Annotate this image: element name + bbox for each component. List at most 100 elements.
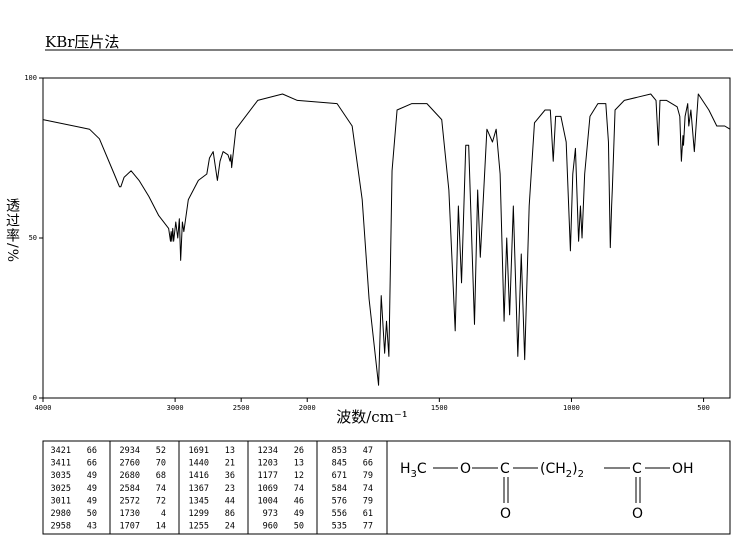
peak-transmittance: 49 [294, 509, 304, 519]
peak-wavenumber: 1004 [258, 496, 278, 506]
y-tick-label: 100 [24, 74, 37, 82]
spectrum-line [42, 93, 731, 386]
peak-transmittance: 77 [363, 522, 373, 532]
peak-wavenumber: 535 [332, 522, 347, 532]
plot-frame [42, 77, 731, 399]
peak-transmittance: 66 [87, 446, 97, 456]
peak-transmittance: 50 [87, 509, 97, 519]
peak-transmittance: 49 [87, 484, 97, 494]
peak-transmittance: 68 [156, 471, 166, 481]
atom: H [400, 461, 411, 477]
peak-transmittance: 13 [225, 446, 235, 456]
peak-wavenumber: 973 [263, 509, 278, 519]
peak-transmittance: 66 [87, 459, 97, 469]
peak-wavenumber: 3011 [51, 496, 71, 506]
subscript: 2 [566, 469, 572, 480]
atom: H3C [400, 461, 427, 480]
group-text: ) [572, 461, 577, 477]
peak-transmittance: 21 [225, 459, 235, 469]
peak-wavenumber: 1440 [189, 459, 209, 469]
peak-transmittance: 49 [87, 496, 97, 506]
peak-transmittance: 74 [363, 484, 373, 494]
peak-wavenumber: 1255 [189, 522, 209, 532]
subscript: 2 [578, 469, 584, 480]
peak-transmittance: 50 [294, 522, 304, 532]
group-text: (CH [540, 461, 566, 477]
peak-wavenumber: 2958 [51, 522, 71, 532]
peak-wavenumber: 845 [332, 459, 347, 469]
peak-transmittance: 14 [156, 522, 166, 532]
peak-wavenumber: 2760 [120, 459, 140, 469]
peak-wavenumber: 1691 [189, 446, 209, 456]
peak-wavenumber: 2680 [120, 471, 140, 481]
y-axis-label: 透过率/% [4, 198, 20, 264]
x-tick-label: 1000 [563, 404, 580, 412]
peak-transmittance: 26 [294, 446, 304, 456]
title: KBr压片法 [45, 33, 119, 51]
peak-wavenumber: 576 [332, 496, 347, 506]
peak-transmittance: 49 [87, 471, 97, 481]
peak-transmittance: 24 [225, 522, 235, 532]
peak-transmittance: 12 [294, 471, 304, 481]
peak-transmittance: 61 [363, 509, 373, 519]
peak-transmittance: 4 [161, 509, 166, 519]
peak-wavenumber: 1707 [120, 522, 140, 532]
peak-wavenumber: 2584 [120, 484, 140, 494]
peak-wavenumber: 2572 [120, 496, 140, 506]
x-axis-label: 波数/cm⁻¹ [336, 408, 408, 426]
x-tick-label: 500 [697, 404, 710, 412]
atom: OH [672, 461, 694, 477]
peak-wavenumber: 3421 [51, 446, 71, 456]
y-tick-label: 0 [33, 394, 37, 402]
peak-wavenumber: 1177 [258, 471, 278, 481]
peak-transmittance: 70 [156, 459, 166, 469]
peak-transmittance: 74 [294, 484, 304, 494]
peak-transmittance: 74 [156, 484, 166, 494]
peak-wavenumber: 3035 [51, 471, 71, 481]
peak-wavenumber: 2934 [120, 446, 140, 456]
x-tick-label: 1500 [431, 404, 448, 412]
x-tick-label: 2500 [233, 404, 250, 412]
peak-wavenumber: 1367 [189, 484, 209, 494]
structure: H3C O C (CH2)2 C OH O O [400, 461, 694, 522]
x-tick-label: 2000 [299, 404, 316, 412]
peak-transmittance: 47 [363, 446, 373, 456]
atom: C [632, 461, 642, 477]
peak-transmittance: 23 [225, 484, 235, 494]
peak-wavenumber: 853 [332, 446, 347, 456]
peak-transmittance: 79 [363, 496, 373, 506]
peak-transmittance: 79 [363, 471, 373, 481]
peak-wavenumber: 1299 [189, 509, 209, 519]
x-tick-label: 4000 [35, 404, 52, 412]
subscript: 3 [411, 469, 417, 480]
peak-wavenumber: 960 [263, 522, 278, 532]
peak-transmittance: 72 [156, 496, 166, 506]
atom: O [500, 506, 511, 522]
peak-wavenumber: 1345 [189, 496, 209, 506]
y-tick-label: 50 [29, 234, 37, 242]
peak-transmittance: 13 [294, 459, 304, 469]
peak-wavenumber: 556 [332, 509, 347, 519]
peak-wavenumber: 2980 [51, 509, 71, 519]
peak-wavenumber: 584 [332, 484, 347, 494]
peak-wavenumber: 1234 [258, 446, 278, 456]
peak-wavenumber: 1069 [258, 484, 278, 494]
peak-transmittance: 86 [225, 509, 235, 519]
peak-transmittance: 43 [87, 522, 97, 532]
peak-wavenumber: 1203 [258, 459, 278, 469]
peak-wavenumber: 3411 [51, 459, 71, 469]
peak-wavenumber: 671 [332, 471, 347, 481]
structure-frame [386, 440, 731, 535]
peak-wavenumber: 3025 [51, 484, 71, 494]
peak-wavenumber: 1730 [120, 509, 140, 519]
x-tick-label: 3000 [167, 404, 184, 412]
atom: C [417, 461, 427, 477]
peak-transmittance: 46 [294, 496, 304, 506]
peak-transmittance: 52 [156, 446, 166, 456]
atom: O [632, 506, 643, 522]
peak-wavenumber: 1416 [189, 471, 209, 481]
atom: O [460, 461, 471, 477]
peak-transmittance: 44 [225, 496, 235, 506]
